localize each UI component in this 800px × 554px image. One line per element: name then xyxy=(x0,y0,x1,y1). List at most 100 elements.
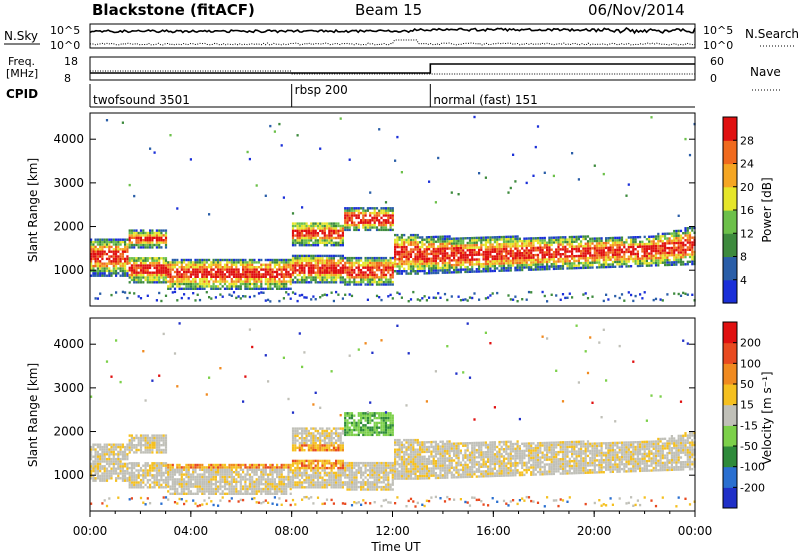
heatmap-cell xyxy=(443,252,447,255)
heatmap-cell xyxy=(101,250,104,253)
heatmap-cell xyxy=(650,247,653,250)
heatmap-cell xyxy=(659,259,662,262)
heatmap-cell xyxy=(126,445,129,449)
heatmap-cell xyxy=(303,259,306,262)
heatmap-cell xyxy=(466,258,469,262)
heatmap-cell xyxy=(632,260,635,263)
heatmap-cell xyxy=(228,485,231,488)
heatmap-cell xyxy=(94,238,97,241)
heatmap-cell xyxy=(373,214,376,217)
heatmap-cell xyxy=(155,476,158,479)
heatmap-cell xyxy=(228,275,231,278)
power-panel xyxy=(89,112,696,307)
heatmap-cell xyxy=(518,249,521,252)
heatmap-cell xyxy=(414,272,417,275)
heatmap-cell xyxy=(677,258,680,261)
heatmap-cell xyxy=(162,278,165,282)
heatmap-cell xyxy=(432,262,435,265)
heatmap-cell xyxy=(189,158,192,161)
heatmap-cell xyxy=(521,261,524,264)
heatmap-cell xyxy=(577,262,580,265)
heatmap-cell xyxy=(144,278,147,282)
heatmap-cell xyxy=(303,266,306,270)
heatmap-cell xyxy=(133,194,136,198)
heatmap-cell xyxy=(149,147,152,150)
heatmap-cell xyxy=(534,253,537,257)
heatmap-cell xyxy=(278,261,281,264)
heatmap-cell xyxy=(589,237,592,240)
heatmap-cell xyxy=(269,266,272,269)
heatmap-cell xyxy=(496,236,499,239)
heatmap-cell xyxy=(214,478,217,481)
heatmap-cell xyxy=(158,269,161,272)
heatmap-cell xyxy=(167,270,170,274)
heatmap-cell xyxy=(221,258,224,262)
heatmap-cell xyxy=(119,267,122,270)
heatmap-cell xyxy=(434,262,437,265)
heatmap-cell xyxy=(396,270,399,273)
heatmap-cell xyxy=(135,451,138,454)
heatmap-cell xyxy=(679,239,683,242)
heatmap-cell xyxy=(96,472,99,475)
heatmap-cell xyxy=(278,268,281,271)
heatmap-cell xyxy=(471,263,474,266)
heatmap-cell xyxy=(518,254,521,257)
heatmap-cell xyxy=(237,471,240,474)
heatmap-cell xyxy=(652,242,655,245)
heatmap-cell xyxy=(144,239,147,242)
heatmap-cell xyxy=(439,259,442,262)
heatmap-cell xyxy=(539,241,542,245)
heatmap-cell xyxy=(246,270,249,274)
heatmap-cell xyxy=(369,207,372,210)
heatmap-cell xyxy=(271,275,274,278)
heatmap-cell xyxy=(103,264,106,268)
heatmap-cell xyxy=(648,262,651,265)
heatmap-cell xyxy=(124,450,127,454)
heatmap-cell xyxy=(509,240,512,243)
heatmap-cell xyxy=(512,261,515,265)
heatmap-cell xyxy=(559,241,562,244)
heatmap-cell xyxy=(135,259,138,262)
heatmap-cell xyxy=(187,282,190,286)
heatmap-cell xyxy=(198,263,202,266)
heatmap-cell xyxy=(146,451,149,454)
heatmap-cell xyxy=(489,260,492,263)
heatmap-cell xyxy=(459,299,462,302)
heatmap-cell xyxy=(92,448,95,451)
heatmap-cell xyxy=(307,234,310,237)
heatmap-cell xyxy=(532,249,535,252)
heatmap-cell xyxy=(255,285,258,288)
heatmap-cell xyxy=(664,259,667,262)
heatmap-cell xyxy=(221,285,224,288)
heatmap-cell xyxy=(589,252,592,255)
heatmap-cell xyxy=(475,268,478,271)
heatmap-cell xyxy=(325,241,329,244)
heatmap-cell xyxy=(242,485,245,488)
heatmap-cell xyxy=(450,247,453,250)
heatmap-cell xyxy=(246,278,249,281)
heatmap-cell xyxy=(105,264,109,268)
heatmap-cell xyxy=(244,483,247,486)
heatmap-cell xyxy=(586,261,590,265)
heatmap-cell xyxy=(128,474,131,477)
heatmap-cell xyxy=(416,253,419,256)
heatmap-cell xyxy=(269,485,272,488)
heatmap-cell xyxy=(192,268,195,271)
heatmap-cell xyxy=(505,235,508,239)
heatmap-cell xyxy=(158,466,161,470)
heatmap-cell xyxy=(96,260,99,263)
heatmap-cell xyxy=(378,259,381,262)
heatmap-cell xyxy=(99,262,102,265)
heatmap-cell xyxy=(366,264,369,267)
heatmap-cell xyxy=(130,486,133,489)
heatmap-cell xyxy=(185,485,188,488)
heatmap-cell xyxy=(323,278,326,282)
noise-right-label: N.Search xyxy=(745,27,799,41)
heatmap-cell xyxy=(187,270,190,274)
heatmap-cell xyxy=(101,472,104,475)
heatmap-cell xyxy=(115,460,118,463)
heatmap-cell xyxy=(360,271,363,274)
heatmap-cell xyxy=(237,490,240,493)
heatmap-cell xyxy=(552,262,555,266)
heatmap-cell xyxy=(90,477,93,480)
